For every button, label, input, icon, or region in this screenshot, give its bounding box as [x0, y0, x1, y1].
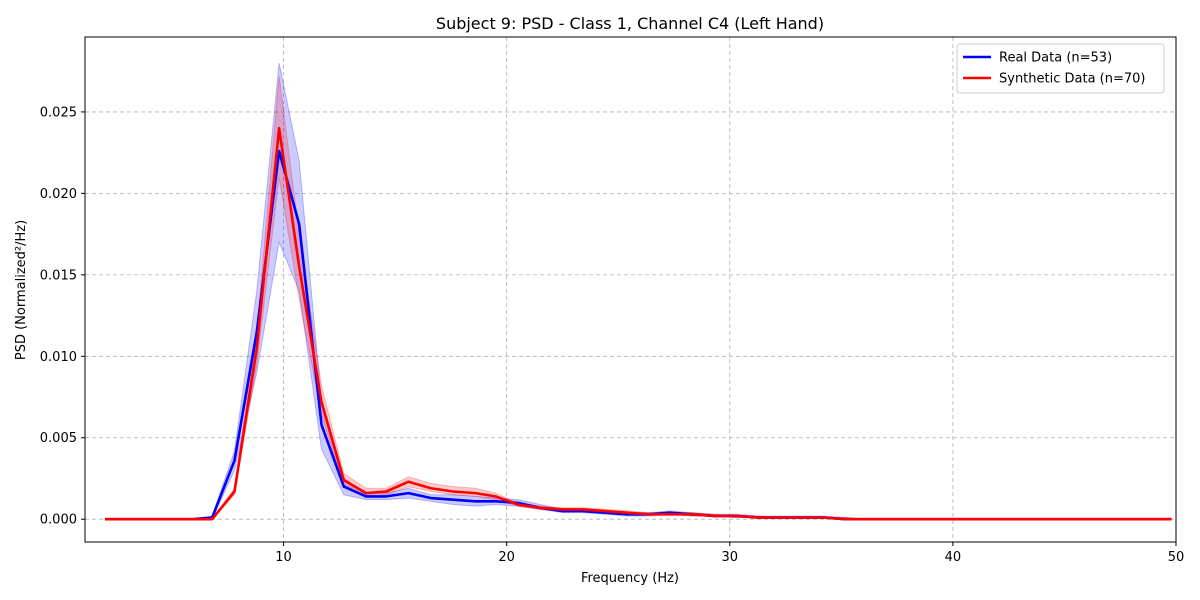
line-series-1: [105, 126, 1172, 521]
legend-label-1: Synthetic Data (n=70): [999, 72, 1146, 87]
x-tick-label-2: 30: [722, 550, 739, 565]
x-tick-label-1: 20: [498, 550, 515, 565]
x-axis-label: Frequency (Hz): [581, 571, 679, 586]
chart-title: Subject 9: PSD - Class 1, Channel C4 (Le…: [436, 14, 824, 33]
series-lines: [105, 126, 1172, 521]
plot-frame: [84, 36, 1177, 543]
y-tick-label-5: 0.025: [40, 105, 77, 120]
grid: [85, 37, 1177, 542]
x-tick-label-3: 40: [945, 550, 962, 565]
y-tick-label-3: 0.015: [40, 268, 77, 283]
band-series-1: [105, 76, 1172, 520]
y-tick-label-4: 0.020: [40, 187, 77, 202]
y-tick-label-0: 0.000: [40, 513, 77, 528]
y-axis-ticks: 0.000 0.005 0.010 0.015 0.020 0.025: [40, 105, 85, 528]
legend-box: [956, 43, 1165, 94]
legend-label-0: Real Data (n=53): [999, 51, 1112, 66]
y-tick-label-1: 0.005: [40, 431, 77, 446]
legend: Real Data (n=53) Synthetic Data (n=70): [956, 43, 1165, 94]
confidence-bands: [105, 62, 1172, 520]
x-axis-ticks: 10 20 30 40 50: [275, 542, 1184, 565]
x-tick-label-0: 10: [275, 550, 292, 565]
y-tick-label-2: 0.010: [40, 350, 77, 365]
y-axis-label: PSD (Normalized²/Hz): [14, 220, 29, 360]
band-series-0: [105, 62, 1172, 520]
x-tick-label-4: 50: [1168, 550, 1185, 565]
